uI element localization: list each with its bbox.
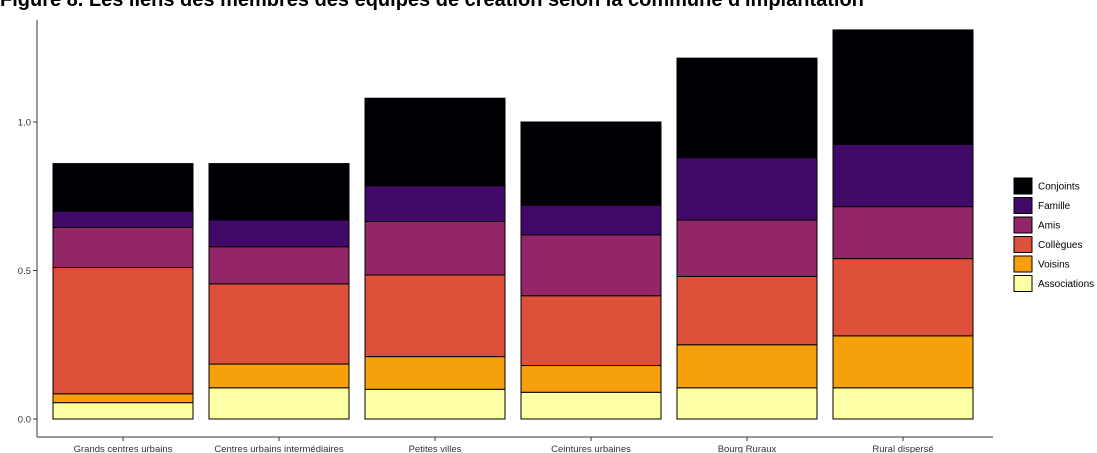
legend-key-associations xyxy=(1013,275,1033,292)
bar-segment-amis-ceintures-urbaines xyxy=(520,234,662,297)
bar-segment-voisins-centres-urbains-intermediaires xyxy=(208,363,350,389)
legend-key-amis xyxy=(1013,216,1033,234)
bar-segment-famille-bourg-ruraux xyxy=(676,157,818,221)
x-tick-label-grands-centres-urbains: Grands centres urbains xyxy=(74,444,173,453)
bar-segment-famille-ceintures-urbaines xyxy=(520,204,662,236)
bar-segment-associations-rural-disperse xyxy=(832,387,974,420)
bar-segment-conjoints-grands-centres-urbains xyxy=(52,163,194,212)
legend-label-associations: Associations xyxy=(1038,279,1094,290)
x-tick-label-petites-villes: Petites villes xyxy=(409,444,462,453)
legend-label-conjoints: Conjoints xyxy=(1038,182,1080,193)
legend-key-collegues xyxy=(1013,236,1033,253)
bar-segment-amis-bourg-ruraux xyxy=(676,219,818,277)
bar-segment-famille-rural-disperse xyxy=(832,143,974,208)
bar-segment-amis-grands-centres-urbains xyxy=(52,226,194,269)
bar-segment-conjoints-centres-urbains-intermediaires xyxy=(208,163,350,221)
legend-label-collegues: Collègues xyxy=(1038,240,1082,251)
bar-segment-associations-petites-villes xyxy=(364,388,506,420)
bar-segment-collegues-centres-urbains-intermediaires xyxy=(208,283,350,365)
figure-title: Figure 8. Les liens des membres des équi… xyxy=(0,0,864,11)
bar-segment-famille-grands-centres-urbains xyxy=(52,210,194,228)
bar-segment-associations-grands-centres-urbains xyxy=(52,402,194,420)
bar-segment-voisins-grands-centres-urbains xyxy=(52,393,194,404)
bar-segment-famille-petites-villes xyxy=(364,185,506,222)
bar-segment-voisins-ceintures-urbaines xyxy=(520,365,662,393)
bar-segment-conjoints-bourg-ruraux xyxy=(676,57,818,159)
bar-segment-amis-centres-urbains-intermediaires xyxy=(208,246,350,285)
bar-segment-collegues-grands-centres-urbains xyxy=(52,267,194,395)
bar-segment-conjoints-petites-villes xyxy=(364,97,506,187)
bar-segment-conjoints-ceintures-urbaines xyxy=(520,121,662,206)
bar-segment-voisins-petites-villes xyxy=(364,356,506,390)
bar-segment-collegues-petites-villes xyxy=(364,274,506,358)
legend-key-conjoints xyxy=(1013,177,1033,195)
legend-label-amis: Amis xyxy=(1038,221,1060,232)
x-tick-label-bourg-ruraux: Bourg Ruraux xyxy=(718,444,777,453)
bar-segment-collegues-ceintures-urbaines xyxy=(520,295,662,367)
legend-label-voisins: Voisins xyxy=(1038,260,1070,271)
bar-segment-voisins-rural-disperse xyxy=(832,335,974,389)
legend-label-famille: Famille xyxy=(1038,201,1071,212)
bar-segment-amis-petites-villes xyxy=(364,220,506,276)
bar-segment-voisins-bourg-ruraux xyxy=(676,344,818,389)
bar-segment-famille-centres-urbains-intermediaires xyxy=(208,219,350,248)
bar-segment-amis-rural-disperse xyxy=(832,206,974,260)
x-tick-label-ceintures-urbaines: Ceintures urbaines xyxy=(551,444,631,453)
bar-segment-collegues-bourg-ruraux xyxy=(676,275,818,346)
axes: 0.0 0.5 1.0 Grands centres urbains Centres u… xyxy=(18,20,993,453)
bar-segment-conjoints-rural-disperse xyxy=(832,29,974,145)
y-tick-label: 1.0 xyxy=(18,118,31,129)
x-tick-label-centres-urbains-intermediaires: Centres urbains intermédiaires xyxy=(214,444,344,453)
plot-area xyxy=(52,29,974,420)
legend-key-famille xyxy=(1013,197,1033,214)
y-tick-label: 0.0 xyxy=(18,415,31,426)
y-tick-label: 0.5 xyxy=(18,266,31,277)
bar-segment-associations-ceintures-urbaines xyxy=(520,391,662,420)
bar-segment-associations-bourg-ruraux xyxy=(676,387,818,420)
bar-segment-collegues-rural-disperse xyxy=(832,258,974,337)
x-tick-label-rural-disperse: Rural dispersé xyxy=(872,444,933,453)
legend-key-voisins xyxy=(1013,255,1033,273)
legend: Conjoints Famille Amis Collègues Voisins Asso… xyxy=(1013,177,1094,292)
bar-segment-associations-centres-urbains-intermediaires xyxy=(208,387,350,420)
